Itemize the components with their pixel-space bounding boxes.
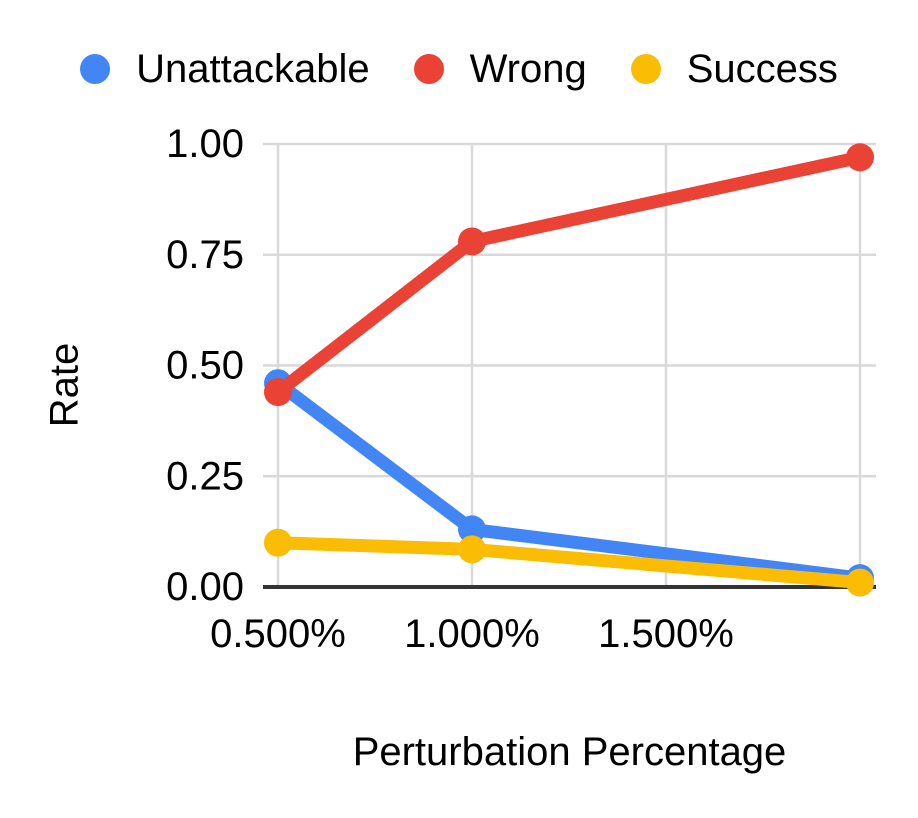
y-tick-label: 0.00 xyxy=(166,565,244,609)
data-point-success xyxy=(458,535,486,564)
legend-dot-wrong xyxy=(413,54,444,84)
data-point-success xyxy=(264,528,292,557)
legend-label-success: Success xyxy=(686,47,838,91)
y-tick-label: 0.75 xyxy=(166,233,244,277)
data-point-wrong xyxy=(846,143,874,172)
legend-label-wrong: Wrong xyxy=(469,47,587,91)
y-axis-title: Rate xyxy=(42,342,87,428)
legend-item-success: Success xyxy=(630,46,838,92)
y-tick-label: 1.00 xyxy=(166,122,244,166)
x-tick-label: 1.000% xyxy=(404,612,540,656)
data-point-unattackable xyxy=(458,515,486,544)
legend-label-unattackable: Unattackable xyxy=(136,47,370,91)
legend-item-unattackable: Unattackable xyxy=(80,46,370,92)
series-line-wrong xyxy=(271,150,867,399)
chart-legend: Unattackable Wrong Success xyxy=(0,46,918,92)
data-point-wrong xyxy=(264,378,292,407)
x-axis-title: Perturbation Percentage xyxy=(352,730,787,774)
legend-item-wrong: Wrong xyxy=(413,46,587,92)
data-point-success xyxy=(846,568,874,597)
x-tick-label: 0.500% xyxy=(210,612,346,656)
legend-dot-success xyxy=(630,54,661,84)
x-tick-label: 1.500% xyxy=(598,612,734,656)
y-tick-label: 0.50 xyxy=(166,344,244,388)
y-tick-label: 0.25 xyxy=(166,454,244,498)
legend-dot-unattackable xyxy=(80,54,111,84)
data-point-wrong xyxy=(458,227,486,256)
